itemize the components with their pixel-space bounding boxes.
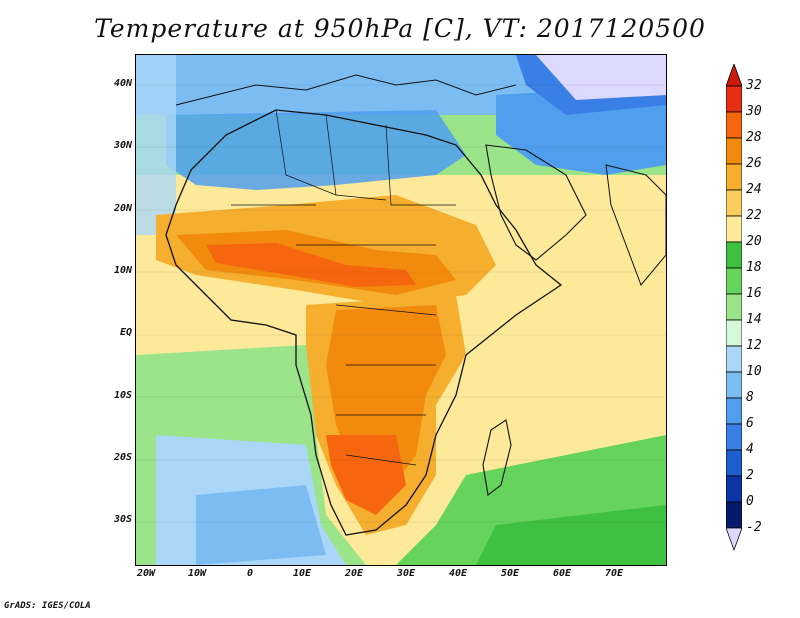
colorbar-tick-label: 26 bbox=[746, 156, 762, 171]
africa-coastline bbox=[165, 109, 563, 536]
colorbar-segment bbox=[725, 111, 743, 139]
colorbar-tick-label: 30 bbox=[746, 104, 762, 119]
lon-label-50e: 50E bbox=[500, 568, 520, 579]
chart-title: Temperature at 950hPa [C], VT: 201712050… bbox=[94, 14, 706, 43]
lat-label-eq: EQ bbox=[119, 327, 132, 338]
colorbar-tick-label: 22 bbox=[746, 208, 762, 223]
colorbar-tick-label: 8 bbox=[746, 390, 754, 405]
colorbar-segment bbox=[725, 137, 743, 165]
colorbar bbox=[725, 62, 743, 558]
colorbar-segment bbox=[725, 293, 743, 321]
colorbar-tick-label: 16 bbox=[746, 286, 762, 301]
sahara-cool-region bbox=[166, 110, 466, 190]
lat-label-30n: 30N bbox=[113, 140, 132, 151]
colorbar-tick-label: 28 bbox=[746, 130, 762, 145]
colorbar-segment bbox=[725, 85, 743, 113]
south-atlantic-colder bbox=[196, 485, 326, 565]
colorbar-segment bbox=[725, 215, 743, 243]
lat-label-20s: 20S bbox=[113, 452, 132, 463]
lon-label-10w: 10W bbox=[187, 568, 207, 579]
colorbar-segment bbox=[725, 319, 743, 347]
colorbar-tick-label: 2 bbox=[746, 468, 754, 483]
colorbar-tick-label: -2 bbox=[746, 520, 762, 535]
temperature-map bbox=[135, 54, 667, 566]
colorbar-tick-label: 0 bbox=[746, 494, 754, 509]
lon-label-70e: 70E bbox=[604, 568, 624, 579]
lat-label-20n: 20N bbox=[113, 203, 132, 214]
lon-label-0: 0 bbox=[246, 568, 254, 579]
grads-credit: GrADS: IGES/COLA bbox=[4, 601, 91, 611]
colorbar-segment bbox=[725, 189, 743, 217]
colorbar-tick-label: 4 bbox=[746, 442, 754, 457]
europe-coastline bbox=[175, 74, 517, 106]
colorbar-segment bbox=[725, 267, 743, 295]
indian-ocean-far-south bbox=[476, 505, 666, 565]
caspian-pale-region bbox=[536, 55, 666, 100]
lon-label-20w: 20W bbox=[136, 568, 156, 579]
lon-label-20e: 20E bbox=[344, 568, 364, 579]
arabian-sea-cool bbox=[496, 195, 666, 315]
lon-label-40e: 40E bbox=[448, 568, 468, 579]
lat-label-10n: 10N bbox=[113, 265, 132, 276]
colorbar-top-arrow bbox=[725, 62, 743, 87]
arabia-outline bbox=[485, 144, 587, 261]
lat-label-40n: 40N bbox=[113, 78, 132, 89]
colorbar-tick-label: 14 bbox=[746, 312, 762, 327]
colorbar-segment bbox=[725, 501, 743, 529]
colorbar-tick-label: 24 bbox=[746, 182, 762, 197]
colorbar-svg bbox=[725, 62, 743, 552]
sahel-hottest-band bbox=[206, 243, 416, 287]
lon-label-10e: 10E bbox=[292, 568, 312, 579]
colorbar-bottom-arrow bbox=[725, 527, 743, 552]
country-borders bbox=[231, 109, 456, 466]
colorbar-tick-label: 32 bbox=[746, 78, 762, 93]
colorbar-tick-label: 18 bbox=[746, 260, 762, 275]
india-outline bbox=[605, 164, 666, 286]
lon-label-30e: 30E bbox=[396, 568, 416, 579]
lat-label-10s: 10S bbox=[113, 390, 132, 401]
colorbar-segment bbox=[725, 241, 743, 269]
colorbar-tick-label: 20 bbox=[746, 234, 762, 249]
colorbar-segment bbox=[725, 371, 743, 399]
colorbar-segment bbox=[725, 163, 743, 191]
colorbar-tick-label: 10 bbox=[746, 364, 762, 379]
colorbar-segment bbox=[725, 449, 743, 477]
colorbar-tick-label: 6 bbox=[746, 416, 754, 431]
lat-label-30s: 30S bbox=[113, 514, 132, 525]
colorbar-tick-label: 12 bbox=[746, 338, 762, 353]
colorbar-segment bbox=[725, 423, 743, 451]
madagascar-outline bbox=[482, 419, 512, 496]
colorbar-segment bbox=[725, 345, 743, 373]
atlantic-cool-north bbox=[136, 55, 176, 235]
lon-label-60e: 60E bbox=[552, 568, 572, 579]
colorbar-segment bbox=[725, 397, 743, 425]
colorbar-segment bbox=[725, 475, 743, 503]
